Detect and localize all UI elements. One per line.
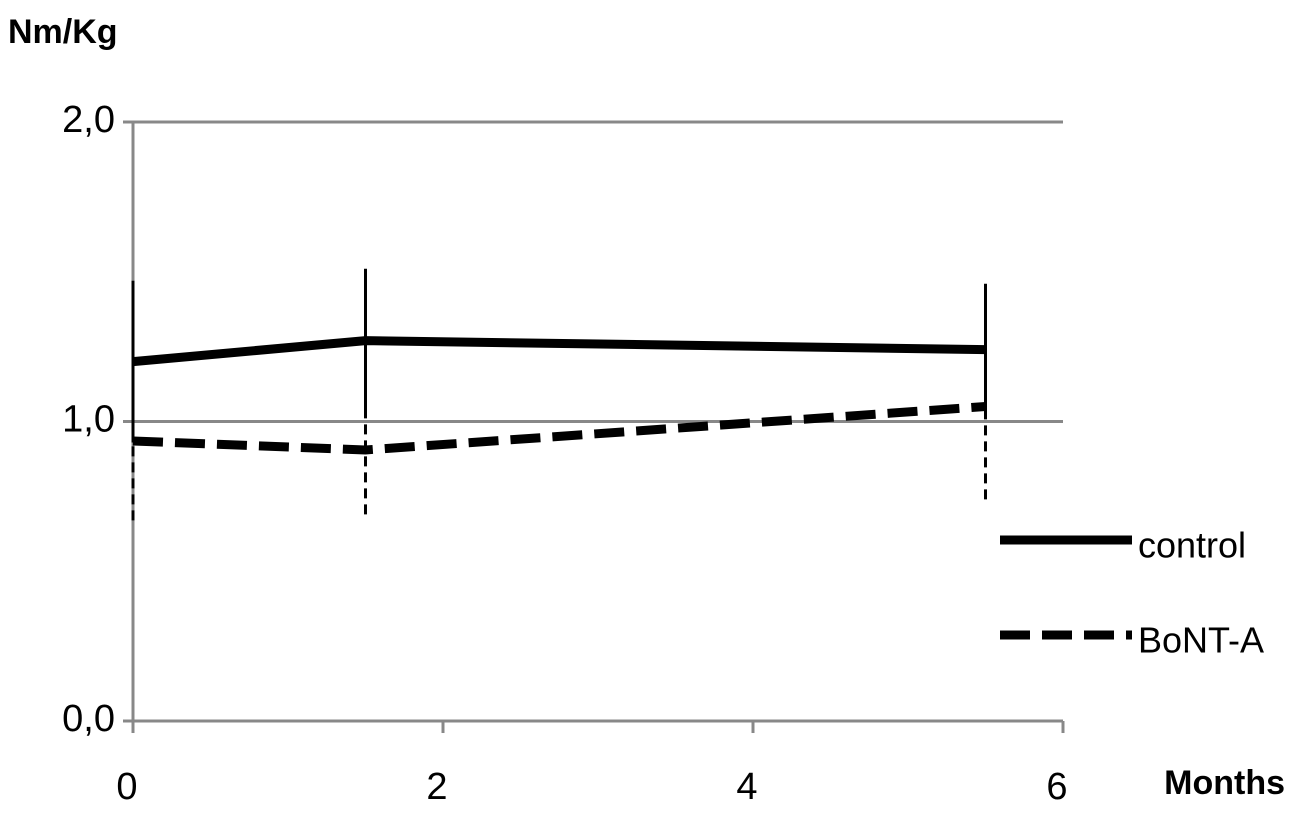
- series-line: [132, 336, 986, 367]
- legend-label: control: [1138, 525, 1246, 566]
- x-axis-label: Months: [1164, 764, 1285, 802]
- x-tick-label: 4: [736, 766, 757, 808]
- y-tick-label: 0,0: [62, 698, 115, 740]
- y-tick-label: 2,0: [62, 99, 115, 141]
- x-tick-label: 2: [426, 766, 447, 808]
- x-tick-label: 6: [1046, 766, 1067, 808]
- legend-label: BoNT-A: [1138, 620, 1264, 661]
- x-tick-label: 0: [116, 766, 137, 808]
- y-tick-label: 1,0: [62, 399, 115, 441]
- series-line: [132, 402, 986, 455]
- y-axis-label: Nm/Kg: [8, 13, 118, 51]
